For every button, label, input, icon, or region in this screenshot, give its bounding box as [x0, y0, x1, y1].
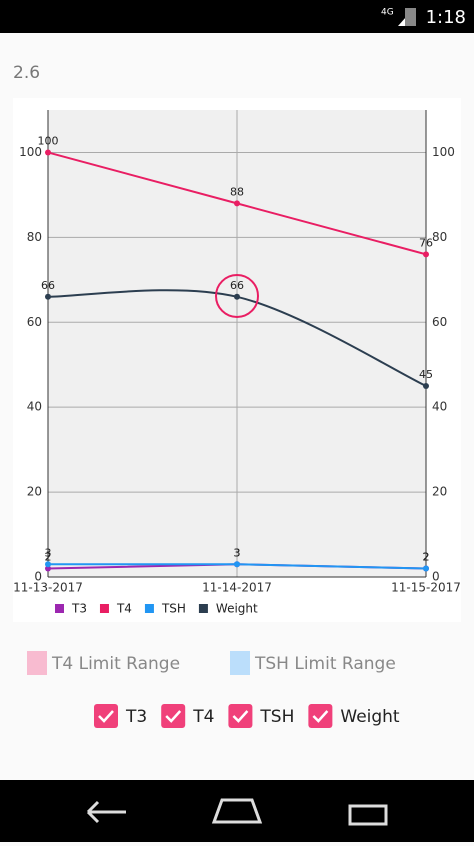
legend-swatch: [144, 604, 154, 613]
legend-label: Weight: [216, 602, 258, 616]
limit-label: T4 Limit Range: [51, 654, 180, 674]
point: [45, 293, 51, 300]
recents-button[interactable]: [348, 804, 388, 826]
checkbox-label[interactable]: Weight: [340, 707, 400, 727]
y2-tick-label: 80: [432, 230, 447, 244]
y2-tick-label: 100: [432, 145, 455, 159]
data-label: 2: [423, 551, 430, 564]
legend-swatch: [99, 604, 109, 613]
home-button[interactable]: [211, 798, 263, 824]
y2-tick-label: 20: [432, 485, 447, 499]
point: [45, 149, 51, 156]
data-label: 88: [230, 185, 244, 198]
point: [45, 565, 51, 572]
checkbox-label[interactable]: T4: [192, 707, 214, 727]
data-label: 3: [45, 546, 52, 559]
point: [234, 200, 240, 207]
y2-tick-label: 60: [432, 315, 447, 329]
network: 4G: [381, 8, 394, 18]
limit-swatch: [27, 651, 47, 675]
x-tick-label: 11-13-2017: [13, 581, 83, 595]
x-tick-label: 11-14-2017: [202, 581, 272, 595]
status-bar: [0, 0, 474, 33]
checkmark: [312, 710, 329, 723]
checkbox-label[interactable]: TSH: [259, 707, 294, 727]
point: [423, 251, 429, 258]
checkmark: [232, 710, 249, 723]
data-label: 66: [41, 279, 55, 292]
y-tick-label: 80: [27, 230, 42, 244]
legend-label: T4: [116, 602, 132, 616]
point: [234, 561, 240, 568]
legend-swatch: [198, 604, 208, 613]
legend-swatch: [55, 604, 64, 613]
y2-tick-label: 40: [432, 400, 447, 414]
y2-tick-label: 0: [432, 570, 440, 584]
y-tick-label: 40: [27, 400, 42, 414]
point: [45, 561, 51, 568]
checkbox[interactable]: [308, 704, 333, 728]
highlight: [215, 274, 259, 318]
x-tick-label: 11-15-2017: [391, 581, 461, 595]
back-button[interactable]: [86, 800, 126, 824]
data-label: 76: [419, 236, 433, 249]
checkmark: [98, 710, 114, 723]
clock: 1:18: [426, 7, 466, 28]
page-title: 2.6: [13, 63, 40, 83]
checkbox[interactable]: [161, 704, 186, 728]
y-tick-label: 20: [27, 485, 42, 499]
legend-label: TSH: [161, 602, 186, 616]
legend-label: T3: [71, 602, 87, 616]
limit-swatch: [230, 651, 250, 675]
data-label: 45: [419, 368, 433, 381]
battery-icon: [405, 8, 416, 26]
y-tick-label: 60: [27, 315, 42, 329]
data-label: 3: [234, 546, 241, 559]
data-label: 2: [423, 551, 430, 564]
checkbox[interactable]: [94, 704, 118, 728]
checkbox[interactable]: [228, 704, 253, 728]
checkmark: [165, 710, 182, 723]
point: [234, 293, 240, 300]
y-tick-label: 100: [19, 145, 42, 159]
y-tick-label: 0: [34, 570, 42, 584]
point: [423, 382, 429, 389]
data-label: 3: [234, 546, 241, 559]
limit-label: TSH Limit Range: [254, 654, 396, 674]
point: [423, 565, 429, 572]
data-label: 100: [38, 134, 59, 147]
data-label: 66: [230, 279, 244, 292]
nav-bar: [0, 780, 474, 842]
checkbox-label[interactable]: T3: [125, 707, 147, 727]
data-label: 2: [45, 551, 52, 564]
